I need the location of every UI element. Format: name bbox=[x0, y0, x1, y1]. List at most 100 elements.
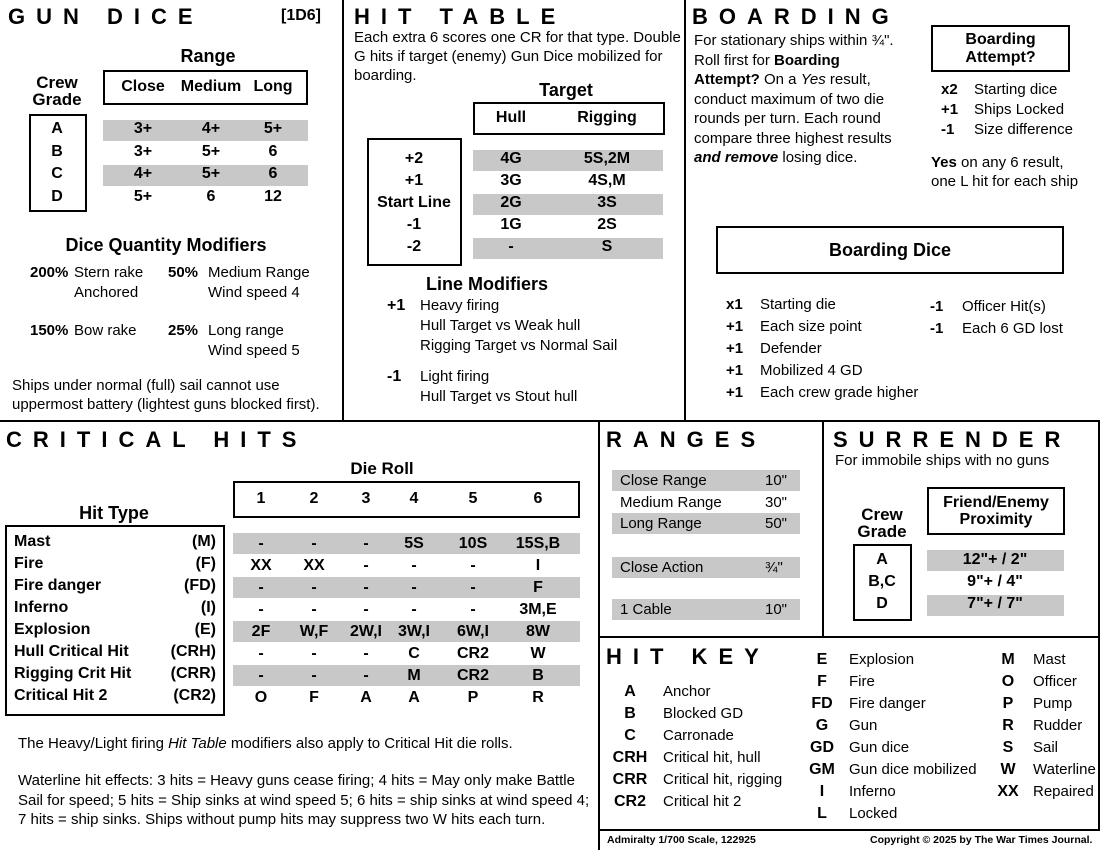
modifier-text: Officer Hit(s) bbox=[962, 298, 1046, 315]
text: on any 6 result, one L hit for each ship bbox=[931, 154, 1079, 190]
boarding-description: For stationary ships within ¾". Roll fir… bbox=[694, 31, 906, 168]
crew-grade: B bbox=[51, 142, 63, 160]
hit-type-name: Fire bbox=[14, 555, 44, 572]
modifier-text: Starting dice bbox=[974, 81, 1058, 98]
table-cell: - bbox=[258, 667, 264, 684]
table-cell: 6W,I bbox=[456, 623, 490, 640]
modifier-value: -1 bbox=[930, 320, 944, 337]
range-label: Close Range bbox=[620, 472, 707, 489]
modifier-text: Each size point bbox=[760, 318, 862, 335]
key-abbr: C bbox=[624, 727, 636, 744]
key-abbr: GD bbox=[810, 739, 834, 756]
modifier-value: 200% bbox=[30, 264, 69, 281]
hit-type-label: Hit Type bbox=[79, 503, 149, 523]
table-cell: - bbox=[508, 238, 514, 255]
key-abbr: CRR bbox=[612, 771, 648, 788]
text: Hit Table bbox=[168, 735, 227, 752]
range-label: Medium Range bbox=[620, 494, 722, 511]
modifier-value: -1 bbox=[930, 298, 944, 315]
target-header-box bbox=[473, 102, 665, 135]
shaded-row bbox=[612, 557, 800, 578]
key-text: Locked bbox=[849, 805, 898, 822]
table-cell: - bbox=[363, 645, 369, 662]
crew-grade: D bbox=[51, 187, 63, 205]
table-cell: - bbox=[411, 579, 417, 596]
modifier-text: Stern rake bbox=[74, 264, 144, 281]
table-cell: 2S bbox=[597, 216, 617, 233]
table-cell: - bbox=[258, 579, 264, 596]
key-text: Fire bbox=[849, 673, 875, 690]
table-cell: 15S,B bbox=[515, 535, 561, 552]
hit-type-abbr: (I) bbox=[200, 599, 216, 616]
key-abbr: R bbox=[1002, 717, 1014, 734]
hit-type-abbr: (E) bbox=[194, 621, 216, 638]
table-cell: 2G bbox=[500, 194, 522, 211]
key-text: Critical hit, rigging bbox=[663, 771, 783, 788]
key-text: Critical hit, hull bbox=[663, 749, 761, 766]
column-header: 1 bbox=[256, 490, 266, 507]
table-cell: 5+ bbox=[263, 120, 283, 137]
modifier-text: Light firing bbox=[420, 368, 490, 385]
column-header: Rigging bbox=[577, 109, 637, 126]
text: and remove bbox=[694, 149, 779, 166]
table-cell: M bbox=[407, 667, 421, 684]
table-cell: 6 bbox=[268, 165, 278, 182]
column-header: Close bbox=[121, 78, 165, 95]
divider bbox=[598, 420, 600, 850]
key-abbr: O bbox=[1001, 673, 1015, 690]
shaded-row bbox=[233, 533, 580, 554]
shaded-row bbox=[233, 665, 580, 686]
key-abbr: E bbox=[816, 651, 828, 668]
table-cell: R bbox=[532, 689, 544, 706]
modifier-value: 150% bbox=[30, 322, 69, 339]
key-abbr: CRH bbox=[612, 749, 648, 766]
text: For stationary ships within ¾". Roll fir… bbox=[694, 32, 894, 69]
shaded-row bbox=[612, 599, 800, 620]
modifier-text: Wind speed 5 bbox=[208, 342, 300, 359]
key-abbr: F bbox=[817, 673, 827, 690]
section-title: HIT TABLE bbox=[354, 4, 567, 29]
table-cell: XX bbox=[303, 557, 325, 574]
key-text: Carronade bbox=[663, 727, 734, 744]
shaded-row bbox=[612, 513, 800, 534]
crew-grade-label: Crew Grade bbox=[857, 505, 907, 541]
modifier-text: Rigging Target vs Normal Sail bbox=[420, 337, 618, 354]
table-cell: B bbox=[532, 667, 544, 684]
key-abbr: P bbox=[1002, 695, 1014, 712]
modifier-value: +1 bbox=[726, 362, 744, 379]
table-cell: - bbox=[470, 579, 476, 596]
key-text: Anchor bbox=[663, 683, 711, 700]
modifier-text: Medium Range bbox=[208, 264, 310, 281]
text: Boarding Attempt? bbox=[694, 51, 840, 89]
range-value: 30" bbox=[765, 494, 788, 511]
key-text: Critical hit 2 bbox=[663, 793, 742, 810]
hit-type-name: Inferno bbox=[14, 599, 69, 616]
table-cell: F bbox=[309, 689, 319, 706]
section-title: GUN DICE bbox=[8, 4, 204, 29]
proximity-value: 12"+ / 2" bbox=[962, 551, 1028, 568]
range-label: Long Range bbox=[620, 515, 702, 532]
table-cell: XX bbox=[250, 557, 272, 574]
divider bbox=[1098, 420, 1100, 830]
key-text: Waterline bbox=[1033, 761, 1096, 778]
table-cell: 10S bbox=[458, 535, 488, 552]
key-abbr: B bbox=[624, 705, 636, 722]
section-title: SURRENDER bbox=[833, 427, 1072, 452]
column-header: 4 bbox=[409, 490, 419, 507]
proximity-value: 9"+ / 4" bbox=[967, 573, 1023, 590]
column-header: 3 bbox=[361, 490, 371, 507]
text: losing dice. bbox=[778, 149, 858, 166]
modifier-text: Bow rake bbox=[74, 322, 137, 339]
table-cell: 2W,I bbox=[349, 623, 383, 640]
key-abbr: GM bbox=[809, 761, 835, 778]
table-cell: A bbox=[360, 689, 372, 706]
modifier-text: Heavy firing bbox=[420, 297, 500, 314]
footer-copyright: Copyright © 2025 by The War Times Journa… bbox=[870, 834, 1093, 846]
table-cell: - bbox=[258, 535, 264, 552]
hit-type-abbr: (CRR) bbox=[170, 665, 216, 682]
die-type: [1D6] bbox=[281, 7, 322, 24]
table-cell: 3+ bbox=[133, 142, 153, 160]
column-header: Medium bbox=[180, 78, 242, 95]
shaded-row bbox=[927, 550, 1064, 571]
range-value: 10" bbox=[765, 601, 788, 618]
